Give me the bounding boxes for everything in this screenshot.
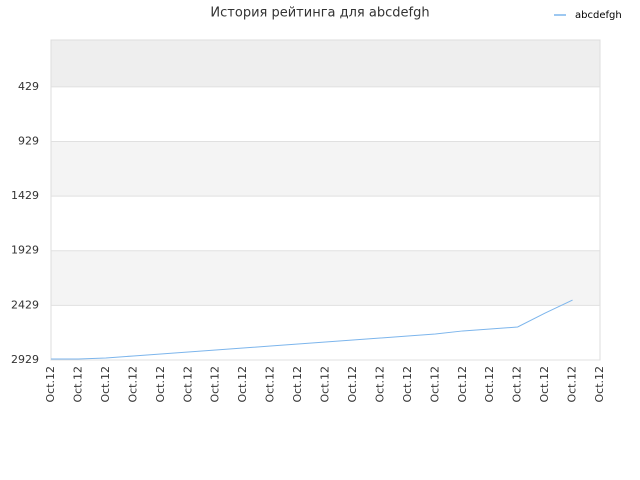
y-tick-label: 429 bbox=[18, 80, 39, 93]
plot-band bbox=[51, 250, 600, 306]
plot-band bbox=[51, 141, 600, 197]
x-tick-label: Oct.12 bbox=[593, 366, 606, 403]
y-tick-label: 2429 bbox=[11, 298, 39, 311]
x-tick-label: Oct.12 bbox=[71, 366, 84, 403]
x-tick-label: Oct.12 bbox=[511, 366, 524, 403]
plot-band bbox=[51, 40, 600, 87]
x-tick-label: Oct.12 bbox=[373, 366, 386, 403]
x-tick-label: Oct.12 bbox=[346, 366, 359, 403]
x-tick-label: Oct.12 bbox=[401, 366, 414, 403]
x-tick-label: Oct.12 bbox=[181, 366, 194, 403]
x-tick-label: Oct.12 bbox=[126, 366, 139, 403]
plot-border bbox=[50, 39, 601, 361]
x-tick-label: Oct.12 bbox=[264, 366, 277, 403]
x-tick-label: Oct.12 bbox=[44, 366, 57, 403]
y-tick-label: 1429 bbox=[11, 189, 39, 202]
y-tick-label: 1929 bbox=[11, 244, 39, 257]
x-tick-label: Oct.12 bbox=[538, 366, 551, 403]
x-tick-label: Oct.12 bbox=[99, 366, 112, 403]
x-tick-label: Oct.12 bbox=[456, 366, 469, 403]
x-tick-label: Oct.12 bbox=[566, 366, 579, 403]
x-tick-label: Oct.12 bbox=[483, 366, 496, 403]
x-tick-label: Oct.12 bbox=[209, 366, 222, 403]
chart-title: История рейтинга для abcdefgh bbox=[210, 6, 429, 21]
y-tick-label: 2929 bbox=[11, 353, 39, 366]
x-tick-label: Oct.12 bbox=[291, 366, 304, 403]
x-tick-label: Oct.12 bbox=[428, 366, 441, 403]
legend-label: abcdefgh bbox=[575, 10, 622, 21]
x-tick-label: Oct.12 bbox=[236, 366, 249, 403]
x-tick-label: Oct.12 bbox=[319, 366, 332, 403]
x-tick-label: Oct.12 bbox=[154, 366, 167, 403]
line bbox=[51, 299, 573, 360]
y-tick-label: 929 bbox=[18, 134, 39, 147]
